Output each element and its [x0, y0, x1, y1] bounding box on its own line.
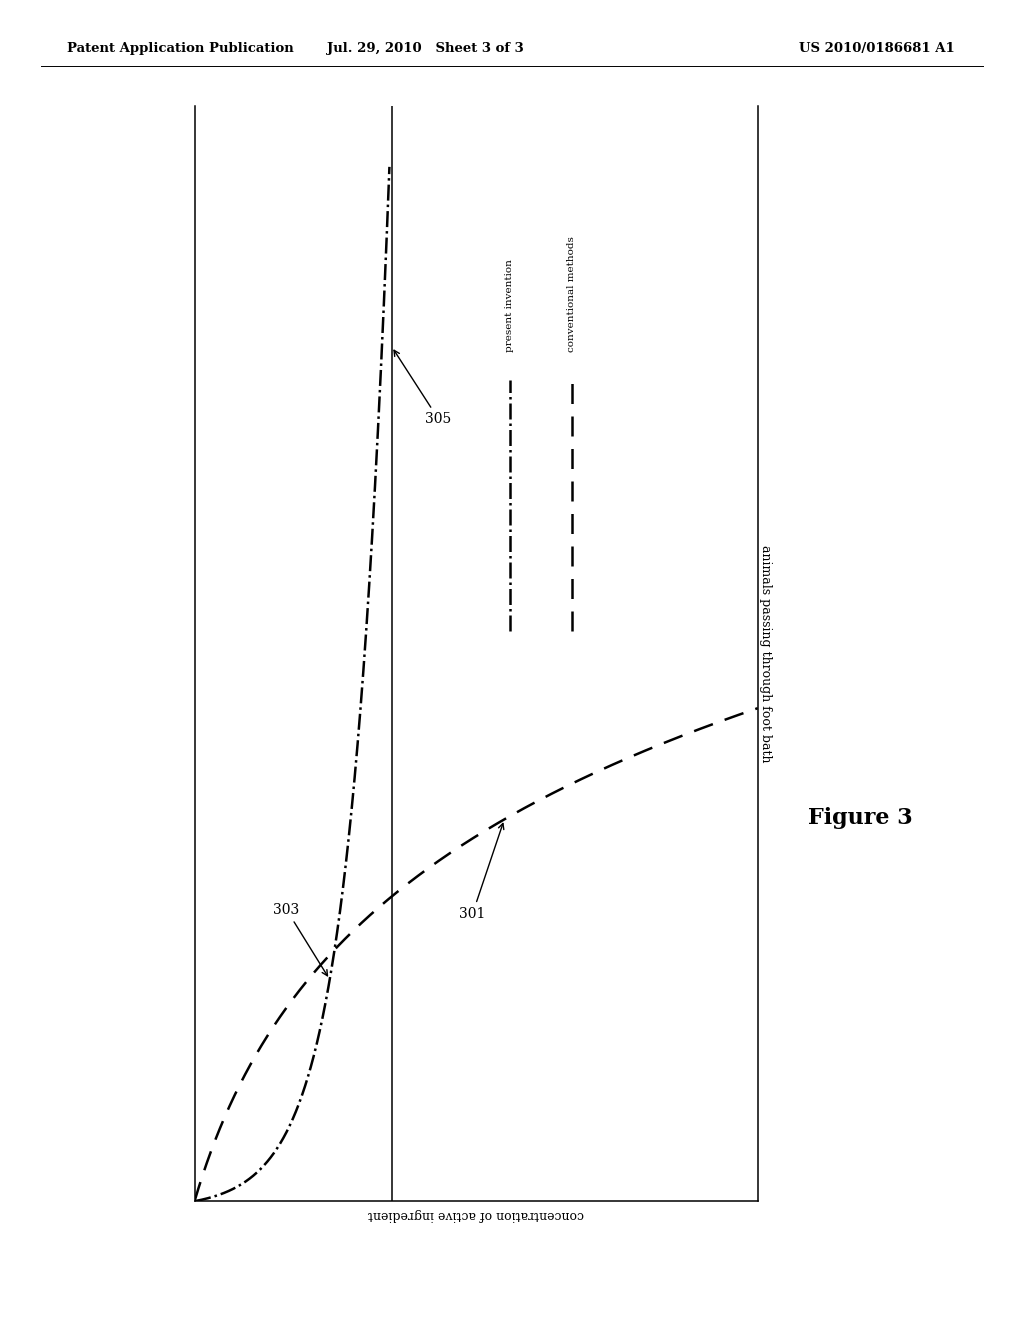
Text: present invention: present invention: [506, 259, 514, 352]
Y-axis label: animals passing through foot bath: animals passing through foot bath: [759, 545, 772, 762]
Text: Jul. 29, 2010   Sheet 3 of 3: Jul. 29, 2010 Sheet 3 of 3: [327, 42, 523, 55]
Text: Figure 3: Figure 3: [808, 808, 912, 829]
X-axis label: concentration of active ingredient: concentration of active ingredient: [369, 1208, 584, 1221]
Text: 305: 305: [394, 350, 452, 426]
Text: 301: 301: [460, 824, 504, 921]
Text: conventional methods: conventional methods: [567, 236, 577, 352]
Text: 303: 303: [273, 903, 328, 975]
Text: US 2010/0186681 A1: US 2010/0186681 A1: [799, 42, 954, 55]
Text: Patent Application Publication: Patent Application Publication: [67, 42, 293, 55]
